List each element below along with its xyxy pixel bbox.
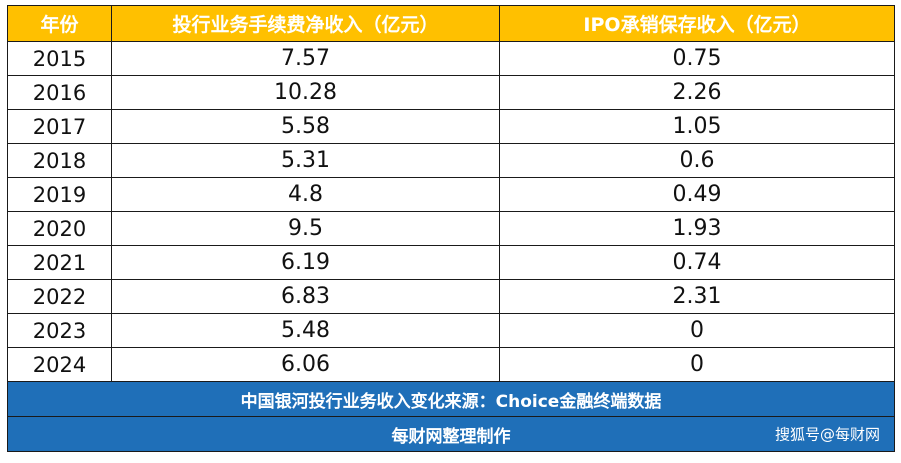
revenue-table: 年份 投行业务手续费净收入（亿元） IPO承销保存收入（亿元） 2015 7.57…	[7, 5, 895, 452]
ipo-underwriting-income-cell: 0.75	[499, 41, 895, 76]
header-ipo-underwriting-income: IPO承销保存收入（亿元）	[499, 5, 895, 42]
table-row: 2015 7.57 0.75	[7, 41, 895, 76]
year-cell: 2023	[7, 313, 112, 348]
ib-fee-income-cell: 4.8	[111, 177, 500, 212]
year-cell: 2019	[7, 177, 112, 212]
year-cell: 2016	[7, 75, 112, 110]
year-cell: 2017	[7, 109, 112, 144]
credit-cell: 每财网整理制作 搜狐号@每财网	[7, 416, 895, 452]
ipo-underwriting-income-cell: 0.49	[499, 177, 895, 212]
ipo-underwriting-income-cell: 1.05	[499, 109, 895, 144]
table-row: 2016 10.28 2.26	[7, 75, 895, 110]
year-cell: 2022	[7, 279, 112, 314]
year-cell: 2021	[7, 245, 112, 280]
ib-fee-income-cell: 9.5	[111, 211, 500, 246]
table-row: 2024 6.06 0	[7, 347, 895, 382]
year-cell: 2020	[7, 211, 112, 246]
table-row: 2018 5.31 0.6	[7, 143, 895, 178]
watermark: 搜狐号@每财网	[774, 425, 880, 444]
ipo-underwriting-income-cell: 0	[499, 313, 895, 348]
ipo-underwriting-income-cell: 2.26	[499, 75, 895, 110]
footer-credit-row: 每财网整理制作 搜狐号@每财网	[7, 416, 895, 452]
footer-source-row: 中国银河投行业务收入变化来源：Choice金融终端数据	[7, 381, 895, 417]
ipo-underwriting-income-cell: 0	[499, 347, 895, 382]
header-row: 年份 投行业务手续费净收入（亿元） IPO承销保存收入（亿元）	[7, 5, 895, 42]
year-cell: 2024	[7, 347, 112, 382]
ib-fee-income-cell: 6.06	[111, 347, 500, 382]
year-cell: 2015	[7, 41, 112, 76]
ib-fee-income-cell: 5.58	[111, 109, 500, 144]
source-note: 中国银河投行业务收入变化来源：Choice金融终端数据	[7, 381, 895, 417]
ipo-underwriting-income-cell: 0.74	[499, 245, 895, 280]
ipo-underwriting-income-cell: 0.6	[499, 143, 895, 178]
table-row: 2017 5.58 1.05	[7, 109, 895, 144]
table-row: 2023 5.48 0	[7, 313, 895, 348]
credit-note: 每财网整理制作	[391, 426, 511, 447]
table-row: 2020 9.5 1.93	[7, 211, 895, 246]
table-body: 2015 7.57 0.75 2016 10.28 2.26 2017 5.58 1.05 201…	[7, 41, 895, 382]
table-row: 2021 6.19 0.74	[7, 245, 895, 280]
ipo-underwriting-income-cell: 1.93	[499, 211, 895, 246]
ib-fee-income-cell: 10.28	[111, 75, 500, 110]
ipo-underwriting-income-cell: 2.31	[499, 279, 895, 314]
table-row: 2022 6.83 2.31	[7, 279, 895, 314]
header-ib-fee-income: 投行业务手续费净收入（亿元）	[111, 5, 500, 42]
ib-fee-income-cell: 6.83	[111, 279, 500, 314]
ib-fee-income-cell: 6.19	[111, 245, 500, 280]
ib-fee-income-cell: 7.57	[111, 41, 500, 76]
ib-fee-income-cell: 5.48	[111, 313, 500, 348]
header-year: 年份	[7, 5, 112, 42]
year-cell: 2018	[7, 143, 112, 178]
table-row: 2019 4.8 0.49	[7, 177, 895, 212]
ib-fee-income-cell: 5.31	[111, 143, 500, 178]
table-container: 年份 投行业务手续费净收入（亿元） IPO承销保存收入（亿元） 2015 7.57…	[7, 5, 895, 457]
